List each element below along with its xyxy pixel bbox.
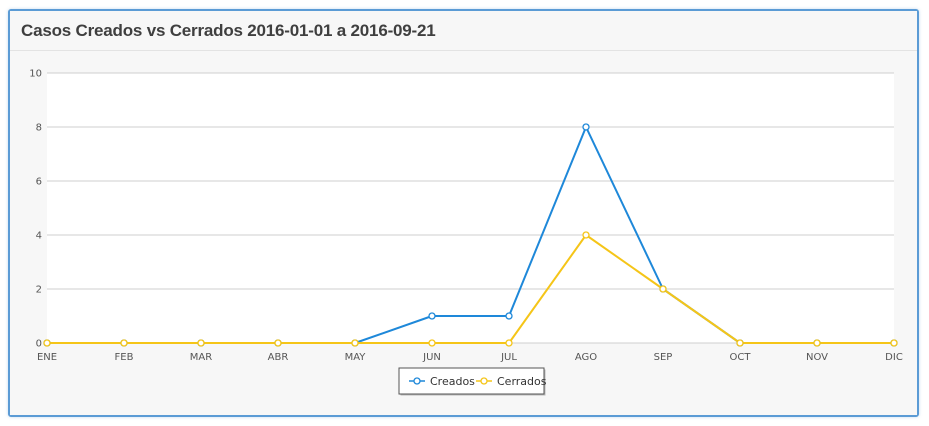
plot-background: [47, 73, 894, 343]
y-tick-label: 8: [36, 123, 42, 134]
x-tick-label: FEB: [115, 352, 134, 363]
x-tick-label: DIC: [885, 352, 903, 363]
data-point-cerrados: [197, 339, 205, 347]
x-tick-label: AGO: [575, 352, 597, 363]
x-tick-label: MAR: [190, 352, 212, 363]
data-point-cerrados: [428, 339, 436, 347]
x-tick-label: ABR: [268, 352, 289, 363]
data-point-cerrados: [736, 339, 744, 347]
x-tick-label: MAY: [345, 352, 367, 363]
x-tick-label: JUN: [422, 352, 441, 363]
data-point-cerrados: [813, 339, 821, 347]
series-line-cerrados: [47, 234, 894, 344]
data-point-cerrados: [659, 285, 667, 293]
data-point-creados: [582, 123, 590, 131]
y-tick-label: 0: [36, 339, 42, 350]
page-title: Casos Creados vs Cerrados 2016-01-01 a 2…: [21, 21, 436, 40]
data-point-cerrados: [43, 339, 51, 347]
data-point-creados: [428, 312, 436, 320]
y-tick-label: 6: [36, 177, 42, 188]
x-tick-label: NOV: [806, 352, 828, 363]
y-tick-label: 4: [36, 231, 42, 242]
x-tick-label: ENE: [37, 352, 57, 363]
y-tick-label: 2: [36, 285, 42, 296]
data-point-cerrados: [582, 231, 590, 239]
data-point-cerrados: [274, 339, 282, 347]
x-tick-label: OCT: [730, 352, 752, 363]
data-point-cerrados: [890, 339, 898, 347]
data-point-cerrados: [120, 339, 128, 347]
legend-label-creados: Creados: [430, 375, 475, 388]
legend-marker-cerrados: [480, 377, 488, 385]
y-tick-label: 10: [29, 69, 42, 80]
x-tick-label: SEP: [654, 352, 673, 363]
legend-marker-creados: [413, 377, 421, 385]
legend-label-cerrados: Cerrados: [497, 375, 547, 388]
data-point-cerrados: [505, 339, 513, 347]
panel-header: Casos Creados vs Cerrados 2016-01-01 a 2…: [10, 11, 917, 51]
data-point-cerrados: [351, 339, 359, 347]
x-tick-label: JUL: [500, 352, 517, 363]
data-point-creados: [505, 312, 513, 320]
